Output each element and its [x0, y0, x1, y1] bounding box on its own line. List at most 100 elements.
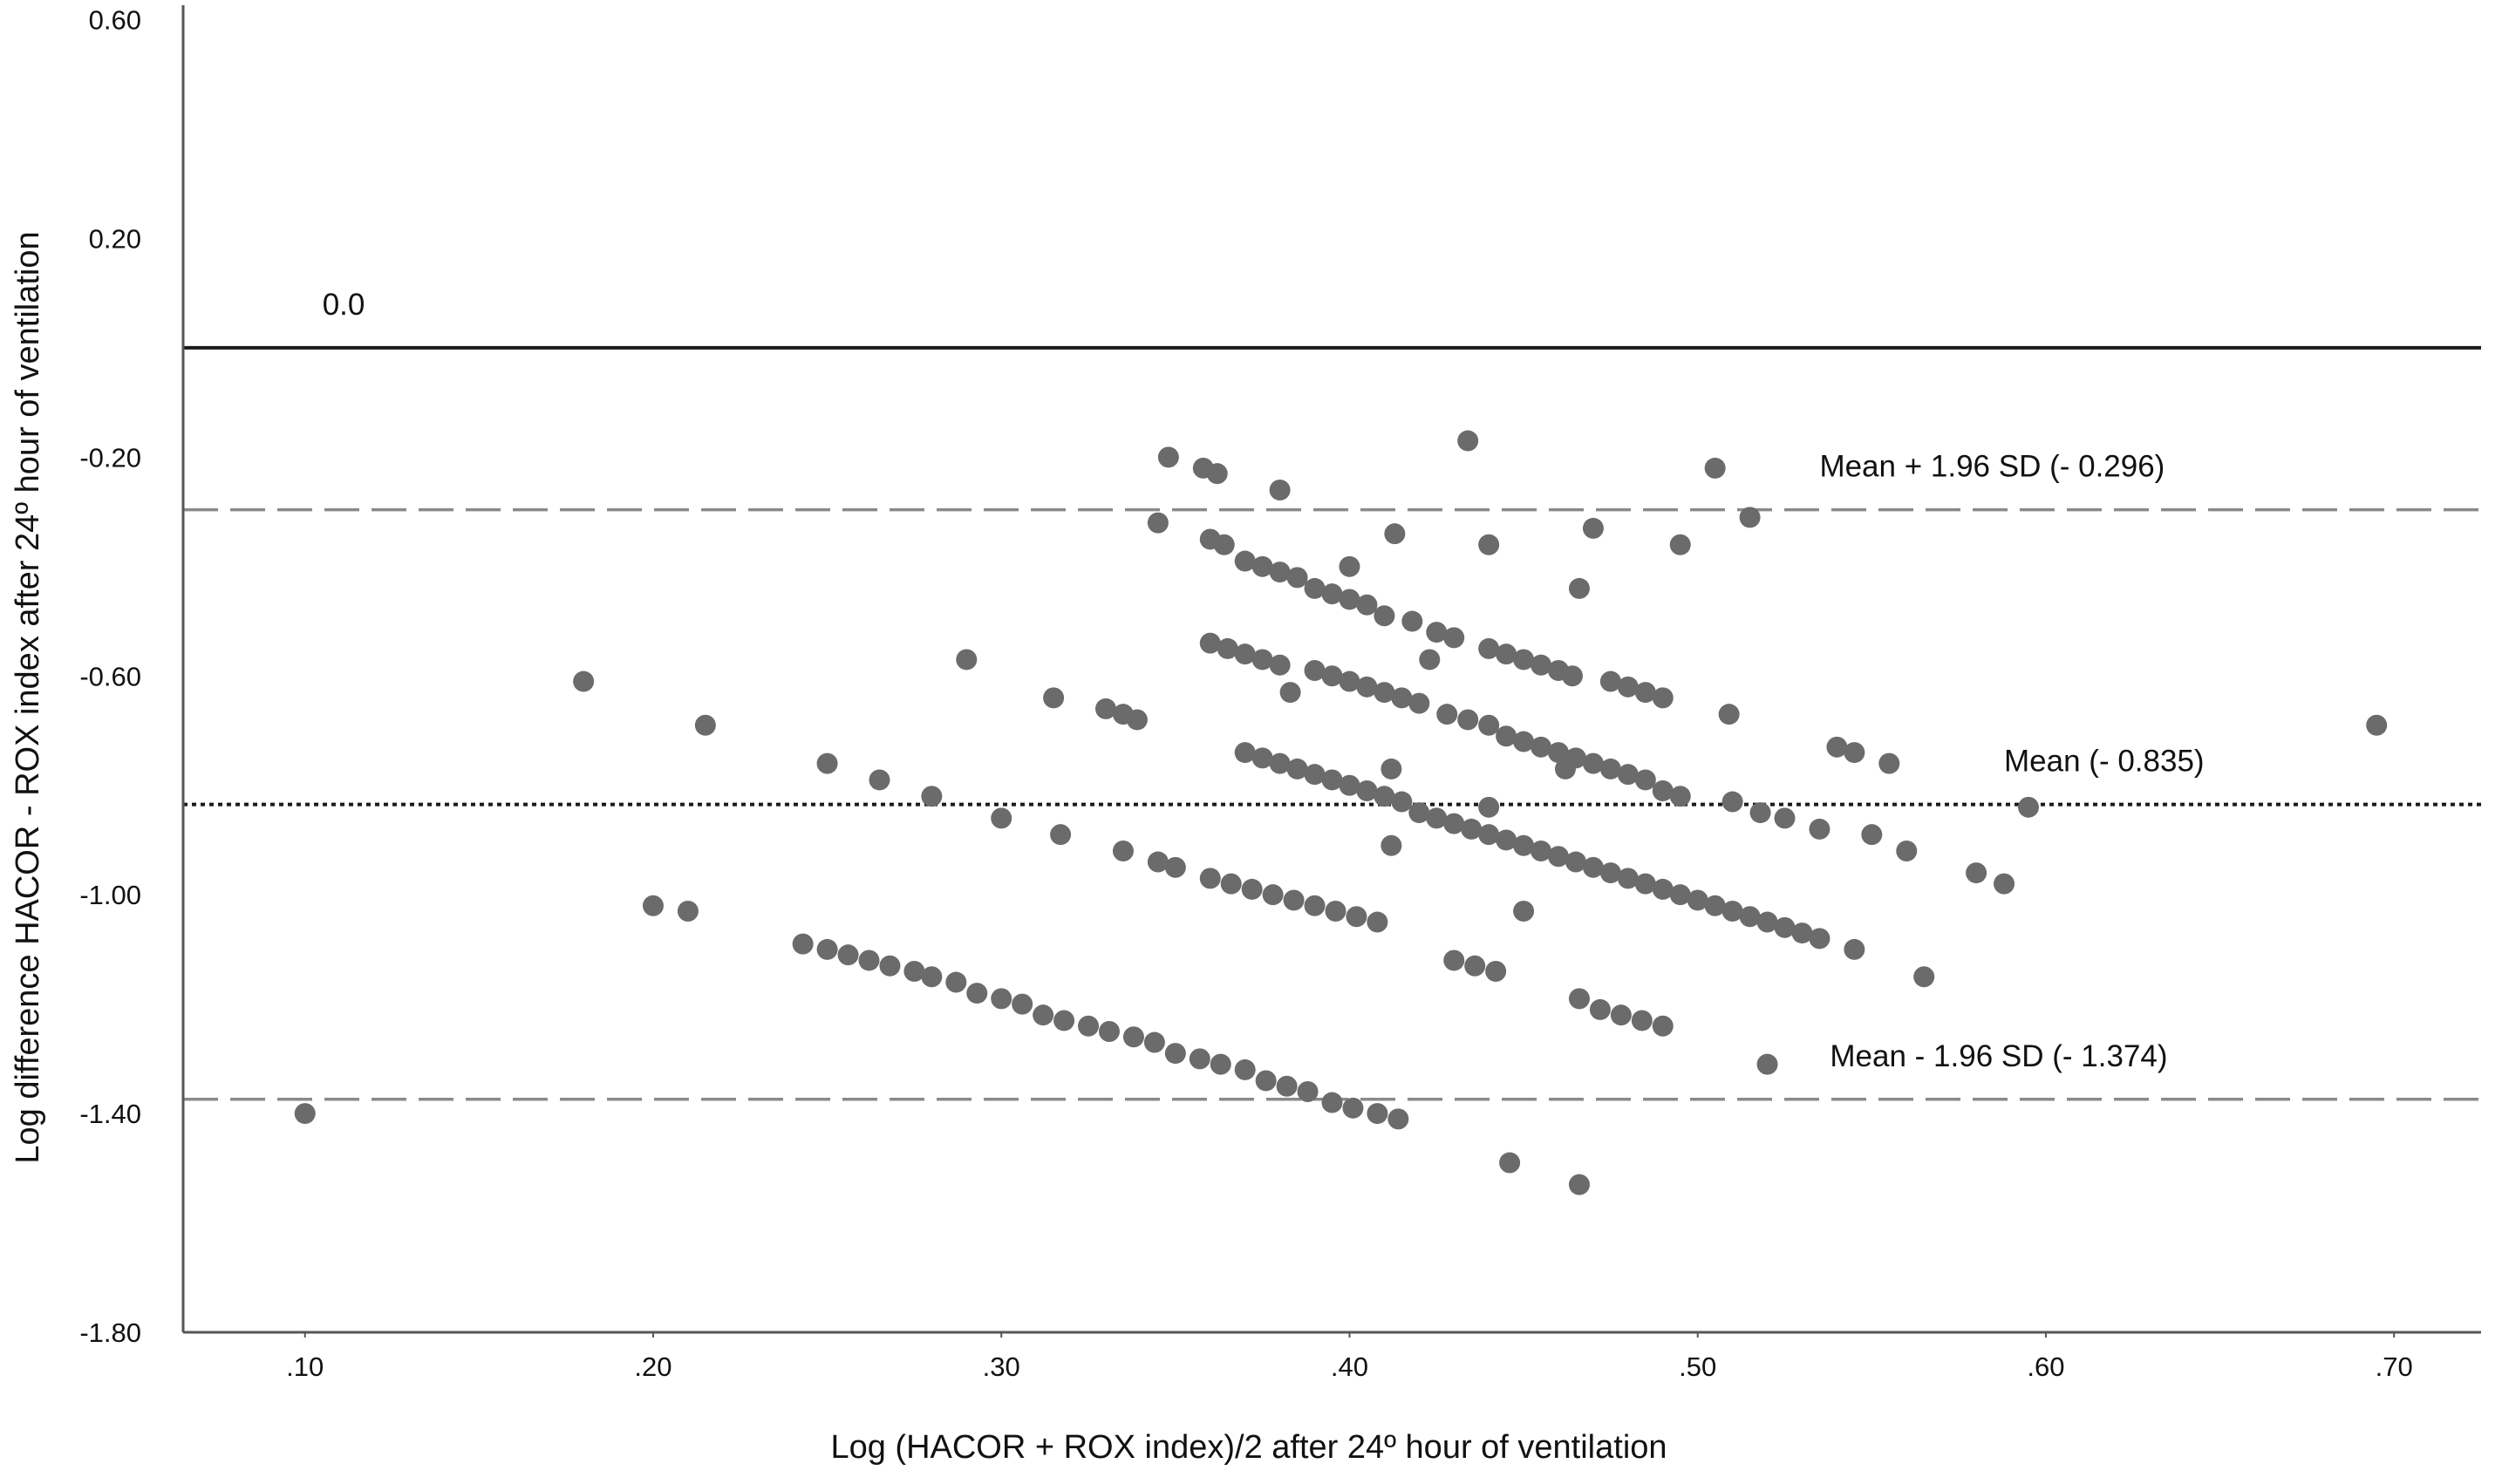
data-point-17	[1164, 856, 1186, 878]
data-point-107	[1582, 856, 1604, 878]
data-point-145	[966, 983, 988, 1004]
data-point-54	[1704, 457, 1726, 479]
data-point-175	[1443, 950, 1465, 971]
data-point-126	[1826, 736, 1848, 758]
data-point-5	[816, 752, 838, 774]
data-point-184	[1756, 1053, 1778, 1075]
data-point-52	[1652, 687, 1674, 709]
data-point-2	[694, 714, 716, 736]
data-point-119	[1791, 922, 1813, 944]
data-point-153	[1143, 1031, 1165, 1053]
data-point-131	[1844, 938, 1865, 960]
data-point-168	[1262, 884, 1284, 906]
data-point-25	[1251, 555, 1273, 577]
data-point-40	[1478, 534, 1500, 555]
data-point-70	[1419, 649, 1441, 671]
data-point-96	[1391, 791, 1413, 813]
data-point-8	[956, 649, 978, 671]
data-point-120	[1809, 928, 1830, 950]
data-point-130	[1896, 841, 1918, 861]
data-point-39	[1457, 430, 1479, 452]
data-point-79	[1582, 752, 1604, 774]
data-point-125	[1809, 818, 1830, 840]
data-point-51	[1634, 682, 1656, 704]
data-point-89	[1269, 752, 1291, 774]
data-point-64	[1321, 665, 1343, 687]
y-axis-title: Log difference HACOR - ROX index after 2…	[10, 231, 46, 1163]
y-tick-label-6: -1.80	[79, 1317, 141, 1348]
data-point-93	[1339, 774, 1360, 796]
data-point-105	[1548, 846, 1570, 868]
data-point-75	[1513, 731, 1535, 752]
data-point-28	[1286, 567, 1308, 589]
data-point-183	[1652, 1015, 1674, 1037]
data-point-7	[921, 786, 943, 807]
data-point-60	[1251, 649, 1273, 671]
data-point-21	[1206, 463, 1228, 485]
data-point-150	[1078, 1015, 1100, 1037]
data-point-55	[1718, 704, 1740, 725]
data-point-62	[1279, 682, 1301, 704]
data-point-141	[879, 955, 901, 977]
data-point-18	[1147, 512, 1169, 534]
data-point-173	[1367, 911, 1388, 933]
data-point-148	[1033, 1004, 1054, 1026]
data-point-166	[1220, 873, 1242, 895]
data-point-41	[1478, 637, 1500, 659]
labels: Log difference HACOR - ROX index after 2…	[10, 231, 1667, 1466]
data-point-162	[1342, 1097, 1364, 1119]
data-point-139	[837, 944, 859, 966]
data-point-172	[1346, 906, 1367, 928]
data-point-67	[1374, 682, 1395, 704]
data-point-108	[1599, 862, 1621, 884]
y-tick-label-0: 0.60	[89, 5, 141, 36]
data-point-19	[1157, 446, 1179, 468]
data-point-178	[1513, 901, 1535, 922]
data-point-23	[1213, 534, 1235, 555]
data-point-146	[991, 988, 1012, 1010]
data-point-14	[1126, 709, 1148, 731]
data-point-27	[1269, 562, 1291, 583]
data-point-36	[1401, 610, 1423, 632]
data-point-37	[1426, 622, 1448, 643]
x-tick-label-4: .50	[1679, 1351, 1716, 1382]
data-point-182	[1631, 1010, 1653, 1031]
data-point-147	[1012, 993, 1033, 1015]
data-point-106	[1565, 851, 1586, 873]
data-point-53	[1669, 534, 1691, 555]
data-point-123	[1749, 802, 1771, 824]
data-point-135	[2017, 796, 2039, 818]
data-point-121	[1381, 758, 1402, 779]
data-point-46	[1561, 665, 1583, 687]
y-tick-label-5: -1.40	[79, 1099, 141, 1129]
data-point-68	[1391, 687, 1413, 709]
data-point-177	[1485, 961, 1507, 982]
data-point-24	[1234, 550, 1256, 572]
data-point-164	[1387, 1108, 1409, 1130]
data-point-90	[1286, 758, 1308, 779]
data-point-181	[1610, 1004, 1632, 1026]
data-point-157	[1234, 1059, 1256, 1080]
y-tick-label-1: 0.20	[89, 223, 141, 254]
data-point-57	[1199, 632, 1221, 654]
data-point-86	[1478, 796, 1500, 818]
data-point-65	[1339, 671, 1360, 692]
data-point-180	[1589, 998, 1611, 1020]
data-point-4	[677, 901, 699, 922]
data-point-56	[1739, 507, 1761, 528]
reference-line-label-1: Mean + 1.96 SD (- 0.296)	[1819, 450, 2165, 484]
data-point-32	[1339, 589, 1360, 610]
x-tick-label-3: .40	[1331, 1351, 1368, 1382]
data-point-80	[1599, 758, 1621, 779]
data-point-69	[1408, 692, 1430, 714]
data-point-38	[1443, 627, 1465, 649]
data-point-136	[2366, 714, 2388, 736]
data-point-100	[1461, 818, 1483, 840]
data-point-87	[1234, 742, 1256, 764]
data-point-104	[1531, 841, 1552, 861]
data-point-91	[1304, 764, 1326, 786]
data-point-82	[1634, 769, 1656, 791]
data-point-171	[1325, 901, 1346, 922]
